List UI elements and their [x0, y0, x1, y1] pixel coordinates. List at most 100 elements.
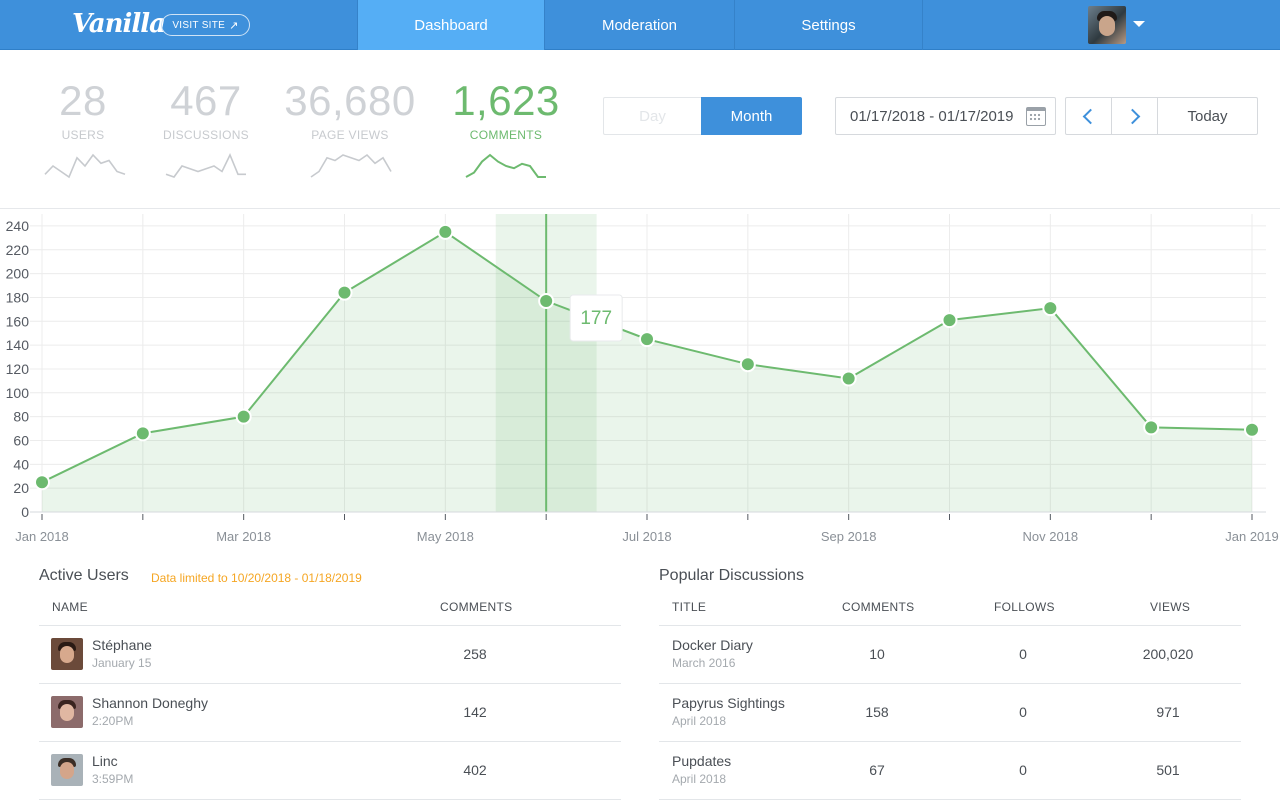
y-tick-label: 200	[6, 266, 30, 282]
discussion-views: 971	[1156, 704, 1180, 720]
data-point	[437, 223, 454, 240]
data-point	[336, 284, 353, 301]
chevron-right-icon	[1124, 108, 1141, 124]
chevron-left-icon	[1082, 108, 1099, 124]
sparkline-line	[44, 153, 126, 179]
previous-period-button[interactable]	[1066, 98, 1112, 134]
divider	[659, 683, 1241, 684]
y-tick-label: 0	[21, 504, 29, 520]
x-tick-label: Mar 2018	[216, 529, 271, 544]
top-navigation-bar: Vanilla VISIT SITE ↗ Dashboard Moderatio…	[0, 0, 1280, 50]
stat-users[interactable]: 28 USERS	[40, 76, 126, 142]
y-tick-label: 60	[13, 432, 29, 448]
avatar	[51, 638, 83, 670]
discussion-date: April 2018	[672, 772, 727, 786]
stat-comments[interactable]: 1,623 COMMENTS	[448, 76, 564, 142]
data-point	[840, 370, 857, 387]
y-tick-label: 180	[6, 289, 30, 305]
user-name[interactable]: Linc	[92, 753, 118, 769]
discussion-comments: 158	[865, 704, 889, 720]
data-point	[134, 425, 151, 442]
user-avatar[interactable]	[1088, 6, 1126, 44]
discussion-title[interactable]: Pupdates	[672, 753, 732, 769]
data-point	[1042, 300, 1059, 317]
tab-dashboard[interactable]: Dashboard	[357, 0, 544, 50]
column-header-comments: COMMENTS	[842, 600, 915, 614]
today-button[interactable]: Today	[1187, 107, 1228, 125]
y-tick-label: 20	[13, 480, 29, 496]
popular-discussions-title: Popular Discussions	[659, 567, 804, 584]
discussion-comments: 10	[869, 646, 885, 662]
table-row[interactable]: Linc 3:59PM 402	[0, 741, 1280, 799]
y-tick-label: 80	[13, 409, 29, 425]
tab-moderation[interactable]: Moderation	[544, 0, 734, 50]
divider	[39, 741, 621, 742]
tab-settings[interactable]: Settings	[734, 0, 922, 50]
table-row[interactable]: Docker Diary March 2016 10 0 200,020	[0, 625, 1280, 683]
data-point	[639, 331, 655, 348]
stat-page-views[interactable]: 36,680 PAGE VIEWS	[280, 76, 420, 142]
column-header-comments: COMMENTS	[440, 600, 513, 614]
x-tick-label: Sep 2018	[821, 529, 877, 544]
x-tick-label: Jul 2018	[622, 529, 671, 544]
sparkline-line	[465, 153, 546, 178]
stat-label: DISCUSSIONS	[163, 128, 249, 142]
column-header-title: TITLE	[672, 600, 707, 614]
divider	[39, 799, 621, 800]
data-point	[34, 474, 50, 491]
user-comments: 402	[463, 762, 487, 778]
divider	[659, 625, 1241, 626]
vanilla-logo[interactable]: Vanilla	[72, 9, 166, 39]
discussion-title[interactable]: Papyrus Sightings	[672, 695, 785, 711]
x-tick-label: May 2018	[417, 529, 474, 544]
divider	[659, 799, 1241, 800]
stat-value: 467	[170, 77, 242, 124]
caret-down-icon[interactable]	[1133, 21, 1145, 27]
table-row[interactable]: Shannon Doneghy 2:20PM 142	[0, 683, 1280, 741]
discussion-views: 501	[1156, 762, 1180, 778]
table-row[interactable]: Stéphane January 15 258	[0, 625, 1280, 683]
discussion-follows: 0	[1019, 762, 1027, 778]
discussion-title[interactable]: Docker Diary	[672, 637, 753, 653]
data-point	[538, 293, 555, 310]
date-navigation: Today	[1065, 97, 1258, 135]
divider	[39, 625, 621, 626]
data-point	[235, 408, 252, 425]
y-tick-label: 220	[6, 242, 30, 258]
user-name[interactable]: Shannon Doneghy	[92, 695, 208, 711]
discussion-views: 200,020	[1142, 646, 1194, 662]
y-tick-label: 40	[13, 456, 29, 472]
x-tick-label: Jan 2018	[15, 529, 69, 544]
discussion-follows: 0	[1019, 704, 1027, 720]
y-tick-label: 120	[6, 361, 30, 377]
range-month-button[interactable]: Month	[701, 97, 802, 135]
data-point	[1143, 419, 1160, 436]
data-point	[1244, 421, 1260, 438]
stat-discussions[interactable]: 467 DISCUSSIONS	[160, 76, 252, 142]
x-tick-label: Jan 2019	[1225, 529, 1279, 544]
table-row[interactable]: Papyrus Sightings April 2018 158 0 971	[0, 683, 1280, 741]
stat-label: USERS	[61, 128, 105, 142]
divider	[659, 741, 1241, 742]
range-day-button[interactable]: Day	[603, 97, 701, 135]
sparkline-line	[165, 153, 246, 178]
external-link-icon: ↗	[229, 19, 239, 32]
user-date: 2:20PM	[92, 714, 134, 728]
active-users-title: Active Users	[39, 567, 129, 584]
divider	[0, 208, 1280, 209]
user-name[interactable]: Stéphane	[92, 637, 152, 653]
date-range-input[interactable]: 01/17/2018 - 01/17/2019	[835, 97, 1056, 135]
y-tick-label: 240	[6, 218, 30, 234]
column-header-follows: FOLLOWS	[994, 600, 1055, 614]
series-area	[42, 231, 1252, 512]
next-period-button[interactable]	[1112, 98, 1158, 134]
comments-chart[interactable]: 0 20 40 60 80 100 120 140 160 180 200 220 240 Jan 201…	[0, 209, 1280, 555]
stat-value: 1,623	[452, 77, 560, 124]
visit-site-button[interactable]: VISIT SITE ↗	[161, 14, 250, 36]
calendar-icon[interactable]	[1026, 107, 1046, 126]
user-date: January 15	[92, 656, 152, 670]
sparkline-page-views	[310, 153, 392, 178]
table-row[interactable]: Pupdates April 2018 67 0 501	[0, 741, 1280, 799]
user-comments: 258	[463, 646, 487, 662]
data-limit-note: Data limited to 10/20/2018 - 01/18/2019	[151, 571, 362, 585]
